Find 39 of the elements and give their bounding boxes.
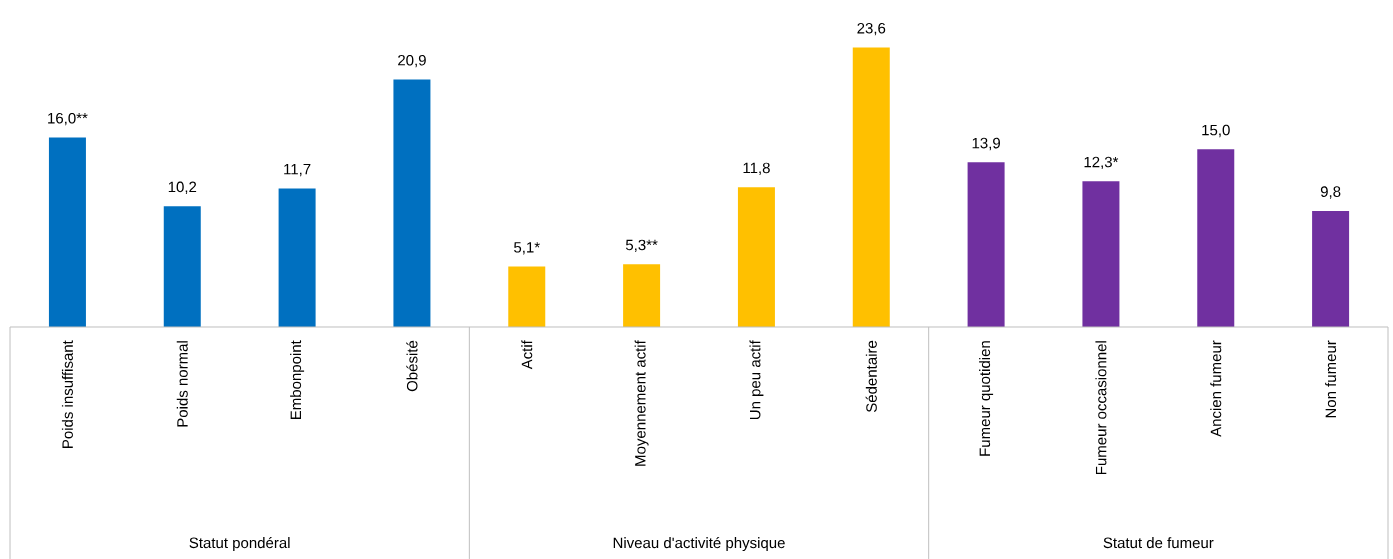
bar xyxy=(1082,181,1120,327)
x-tick-label: Moyennement actif xyxy=(634,340,649,466)
data-label: 23,6 xyxy=(857,22,886,36)
data-label: 11,7 xyxy=(284,164,311,177)
data-label: 13,9 xyxy=(972,137,1000,151)
data-label: 5,1* xyxy=(514,242,540,255)
text: Niveau d'activité physique xyxy=(613,536,785,552)
bar xyxy=(48,137,86,327)
data-label: 9,8 xyxy=(1320,186,1341,199)
data-label: 20,9 xyxy=(398,54,426,68)
bar xyxy=(508,266,546,327)
data-label: 5,3** xyxy=(625,239,658,253)
x-tick-label: Poids normal xyxy=(176,341,188,427)
x-tick-label: Fumeur quotidien xyxy=(979,341,994,456)
data-label: 11,8 xyxy=(743,162,770,176)
bar xyxy=(1312,210,1350,327)
x-tick-label: Sédentaire xyxy=(865,340,877,413)
bar xyxy=(737,187,775,327)
x-tick-label: Fumeur occasionnel xyxy=(1095,341,1107,475)
bar xyxy=(852,47,890,327)
x-tick-label: Ancien fumeur xyxy=(1210,340,1222,437)
data-label: 16,0** xyxy=(48,112,88,126)
bar xyxy=(393,79,431,327)
bar xyxy=(278,188,316,327)
x-tick-label: Embonpoint xyxy=(290,340,305,419)
data-label: 15,0 xyxy=(1202,124,1230,138)
bar xyxy=(1197,149,1235,327)
bar xyxy=(623,264,661,327)
bar xyxy=(967,162,1005,327)
bar xyxy=(163,206,201,327)
x-tick-label: Non fumeur xyxy=(1325,340,1337,418)
text: Statut de fumeur xyxy=(1103,537,1214,549)
x-tick-label: Actif xyxy=(521,340,533,370)
data-label: 12,3* xyxy=(1084,156,1119,170)
x-tick-label: Obésité xyxy=(406,340,418,392)
data-label: 10,2 xyxy=(168,181,197,194)
text: Statut pondéral xyxy=(189,536,290,552)
x-tick-label: Un peu actif xyxy=(749,340,764,420)
x-tick-label: Poids insuffisant xyxy=(61,340,73,448)
